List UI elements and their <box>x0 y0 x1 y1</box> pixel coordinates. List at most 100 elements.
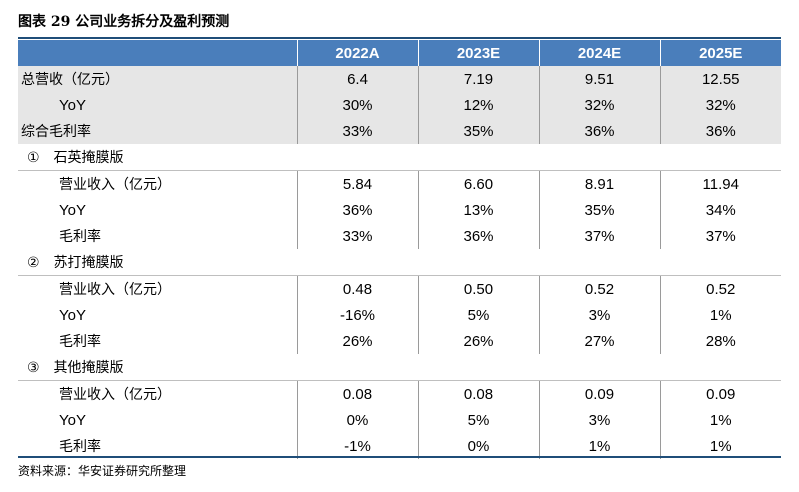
table-row: 综合毛利率 33% 35% 36% 36% <box>18 118 781 144</box>
table-row: YoY 0% 5% 3% 1% <box>18 407 781 433</box>
table-cell <box>297 249 418 276</box>
table-cell: 1% <box>659 433 781 459</box>
table-cell: 35% <box>538 197 660 223</box>
table-cell: 5.84 <box>296 170 418 197</box>
table-cell <box>297 354 418 381</box>
table-cell: 35% <box>417 118 539 144</box>
table-cell: 7.19 <box>417 66 539 92</box>
table-cell: -1% <box>296 433 418 459</box>
table-cell: 0.09 <box>659 380 781 407</box>
row-label: 总营收（亿元） <box>18 66 297 92</box>
section-row: ③ 其他掩膜版 <box>18 354 781 381</box>
table-cell: 0.52 <box>659 275 781 302</box>
table-cell: 0% <box>417 433 539 459</box>
table-row: YoY 36% 13% 35% 34% <box>18 197 781 223</box>
table-cell: 36% <box>659 118 781 144</box>
table-row: 毛利率 -1% 0% 1% 1% <box>18 433 781 459</box>
table-cell: 6.4 <box>296 66 418 92</box>
table-cell <box>418 144 539 171</box>
row-label: YoY <box>18 92 297 118</box>
table-cell: 26% <box>296 328 418 354</box>
row-label: 营业收入（亿元） <box>59 282 171 298</box>
header-corner <box>18 40 297 66</box>
column-header: 2024E <box>538 40 660 66</box>
table-cell <box>297 144 418 171</box>
section-label: ③ 其他掩膜版 <box>18 354 297 381</box>
figure-title: 图表 29 公司业务拆分及盈利预测 <box>18 14 230 30</box>
table-cell: 12.55 <box>659 66 781 92</box>
table-row: 毛利率 26% 26% 27% 28% <box>18 328 781 354</box>
table-cell: 33% <box>296 223 418 249</box>
table-cell: 32% <box>538 92 660 118</box>
table-cell <box>539 354 660 381</box>
table-cell: 9.51 <box>538 66 660 92</box>
table-row: YoY 30% 12% 32% 32% <box>18 92 781 118</box>
table-cell: -16% <box>296 302 418 328</box>
table-cell: 11.94 <box>659 170 781 197</box>
table-cell <box>660 249 781 276</box>
table-row: 营业收入（亿元） 0.48 0.50 0.52 0.52 <box>18 275 781 302</box>
table-row: 营业收入（亿元） 5.84 6.60 8.91 11.94 <box>18 170 781 197</box>
source-note: 资料来源：华安证券研究所整理 <box>18 464 187 478</box>
bottom-rule <box>18 456 781 458</box>
table-cell: 36% <box>417 223 539 249</box>
table-cell: 33% <box>296 118 418 144</box>
column-header: 2022A <box>296 40 418 66</box>
table-cell: 1% <box>659 407 781 433</box>
table-cell <box>660 144 781 171</box>
section-row: ② 苏打掩膜版 <box>18 249 781 276</box>
table-cell <box>418 354 539 381</box>
table-cell: 3% <box>538 407 660 433</box>
table-cell: 0.50 <box>417 275 539 302</box>
header-row: 2022A 2023E 2024E 2025E <box>18 40 781 66</box>
section-row: ① 石英掩膜版 <box>18 144 781 171</box>
section-label: ② 苏打掩膜版 <box>18 249 297 276</box>
table-cell: 34% <box>659 197 781 223</box>
row-label: 营业收入（亿元） <box>59 387 171 403</box>
table-cell: 27% <box>538 328 660 354</box>
column-header: 2023E <box>417 40 539 66</box>
row-label: YoY <box>59 306 86 324</box>
table-row: 总营收（亿元） 6.4 7.19 9.51 12.55 <box>18 66 781 92</box>
table-cell: 28% <box>659 328 781 354</box>
table-cell: 0.52 <box>538 275 660 302</box>
table-cell: 30% <box>296 92 418 118</box>
table-cell: 37% <box>538 223 660 249</box>
row-label: 营业收入（亿元） <box>59 177 171 193</box>
table-cell: 5% <box>417 302 539 328</box>
table-cell: 6.60 <box>417 170 539 197</box>
table-row: 营业收入（亿元） 0.08 0.08 0.09 0.09 <box>18 380 781 407</box>
table-cell: 3% <box>538 302 660 328</box>
table-cell: 8.91 <box>538 170 660 197</box>
table-cell <box>539 249 660 276</box>
row-label: YoY <box>59 411 86 429</box>
forecast-table: 2022A 2023E 2024E 2025E 总营收（亿元） 6.4 7.19… <box>18 40 781 459</box>
table-cell: 37% <box>659 223 781 249</box>
row-label: 毛利率 <box>59 229 101 245</box>
table-cell: 1% <box>659 302 781 328</box>
table-cell <box>418 249 539 276</box>
table-row: 毛利率 33% 36% 37% 37% <box>18 223 781 249</box>
column-header: 2025E <box>659 40 781 66</box>
table-cell: 1% <box>538 433 660 459</box>
table-cell: 0.48 <box>296 275 418 302</box>
row-label: 毛利率 <box>59 439 101 455</box>
top-rule <box>18 37 781 39</box>
section-label: ① 石英掩膜版 <box>18 144 297 171</box>
table-cell <box>539 144 660 171</box>
table-cell: 26% <box>417 328 539 354</box>
table-cell: 5% <box>417 407 539 433</box>
table-cell: 0.08 <box>296 380 418 407</box>
table-cell <box>660 354 781 381</box>
table-cell: 36% <box>538 118 660 144</box>
table-cell: 13% <box>417 197 539 223</box>
table-cell: 12% <box>417 92 539 118</box>
table-cell: 0.08 <box>417 380 539 407</box>
table-cell: 32% <box>659 92 781 118</box>
table-cell: 0.09 <box>538 380 660 407</box>
row-label: YoY <box>59 201 86 219</box>
table-cell: 36% <box>296 197 418 223</box>
row-label: 毛利率 <box>59 334 101 350</box>
table-cell: 0% <box>296 407 418 433</box>
row-label: 综合毛利率 <box>18 118 297 144</box>
